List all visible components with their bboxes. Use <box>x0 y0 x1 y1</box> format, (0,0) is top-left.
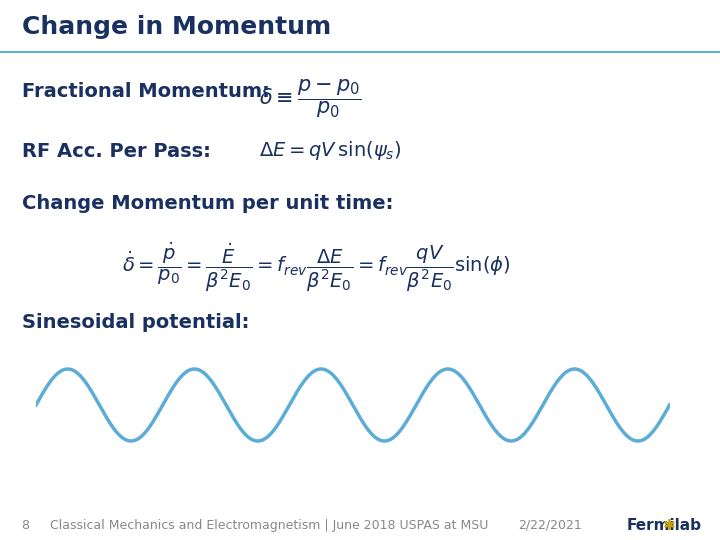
Text: RF Acc. Per Pass:: RF Acc. Per Pass: <box>22 141 210 160</box>
Text: $\dot{\delta} = \dfrac{\dot{p}}{p_0} = \dfrac{\dot{E}}{\beta^2 E_0} = f_{rev}\df: $\dot{\delta} = \dfrac{\dot{p}}{p_0} = \… <box>122 241 511 294</box>
Text: Fermilab: Fermilab <box>627 518 702 533</box>
Text: Change in Momentum: Change in Momentum <box>22 15 331 39</box>
Text: 2/22/2021: 2/22/2021 <box>518 519 582 532</box>
Text: ✱: ✱ <box>662 518 675 533</box>
Text: $\Delta E = qV\,\sin(\psi_s)$: $\Delta E = qV\,\sin(\psi_s)$ <box>259 139 402 162</box>
Text: Change Momentum per unit time:: Change Momentum per unit time: <box>22 194 393 213</box>
Text: 8     Classical Mechanics and Electromagnetism | June 2018 USPAS at MSU: 8 Classical Mechanics and Electromagneti… <box>22 519 488 532</box>
Text: $\delta \equiv \dfrac{p - p_0}{p_0}$: $\delta \equiv \dfrac{p - p_0}{p_0}$ <box>259 77 361 119</box>
Text: Sinesoidal potential:: Sinesoidal potential: <box>22 313 249 332</box>
Text: Fractional Momentum:: Fractional Momentum: <box>22 82 269 101</box>
